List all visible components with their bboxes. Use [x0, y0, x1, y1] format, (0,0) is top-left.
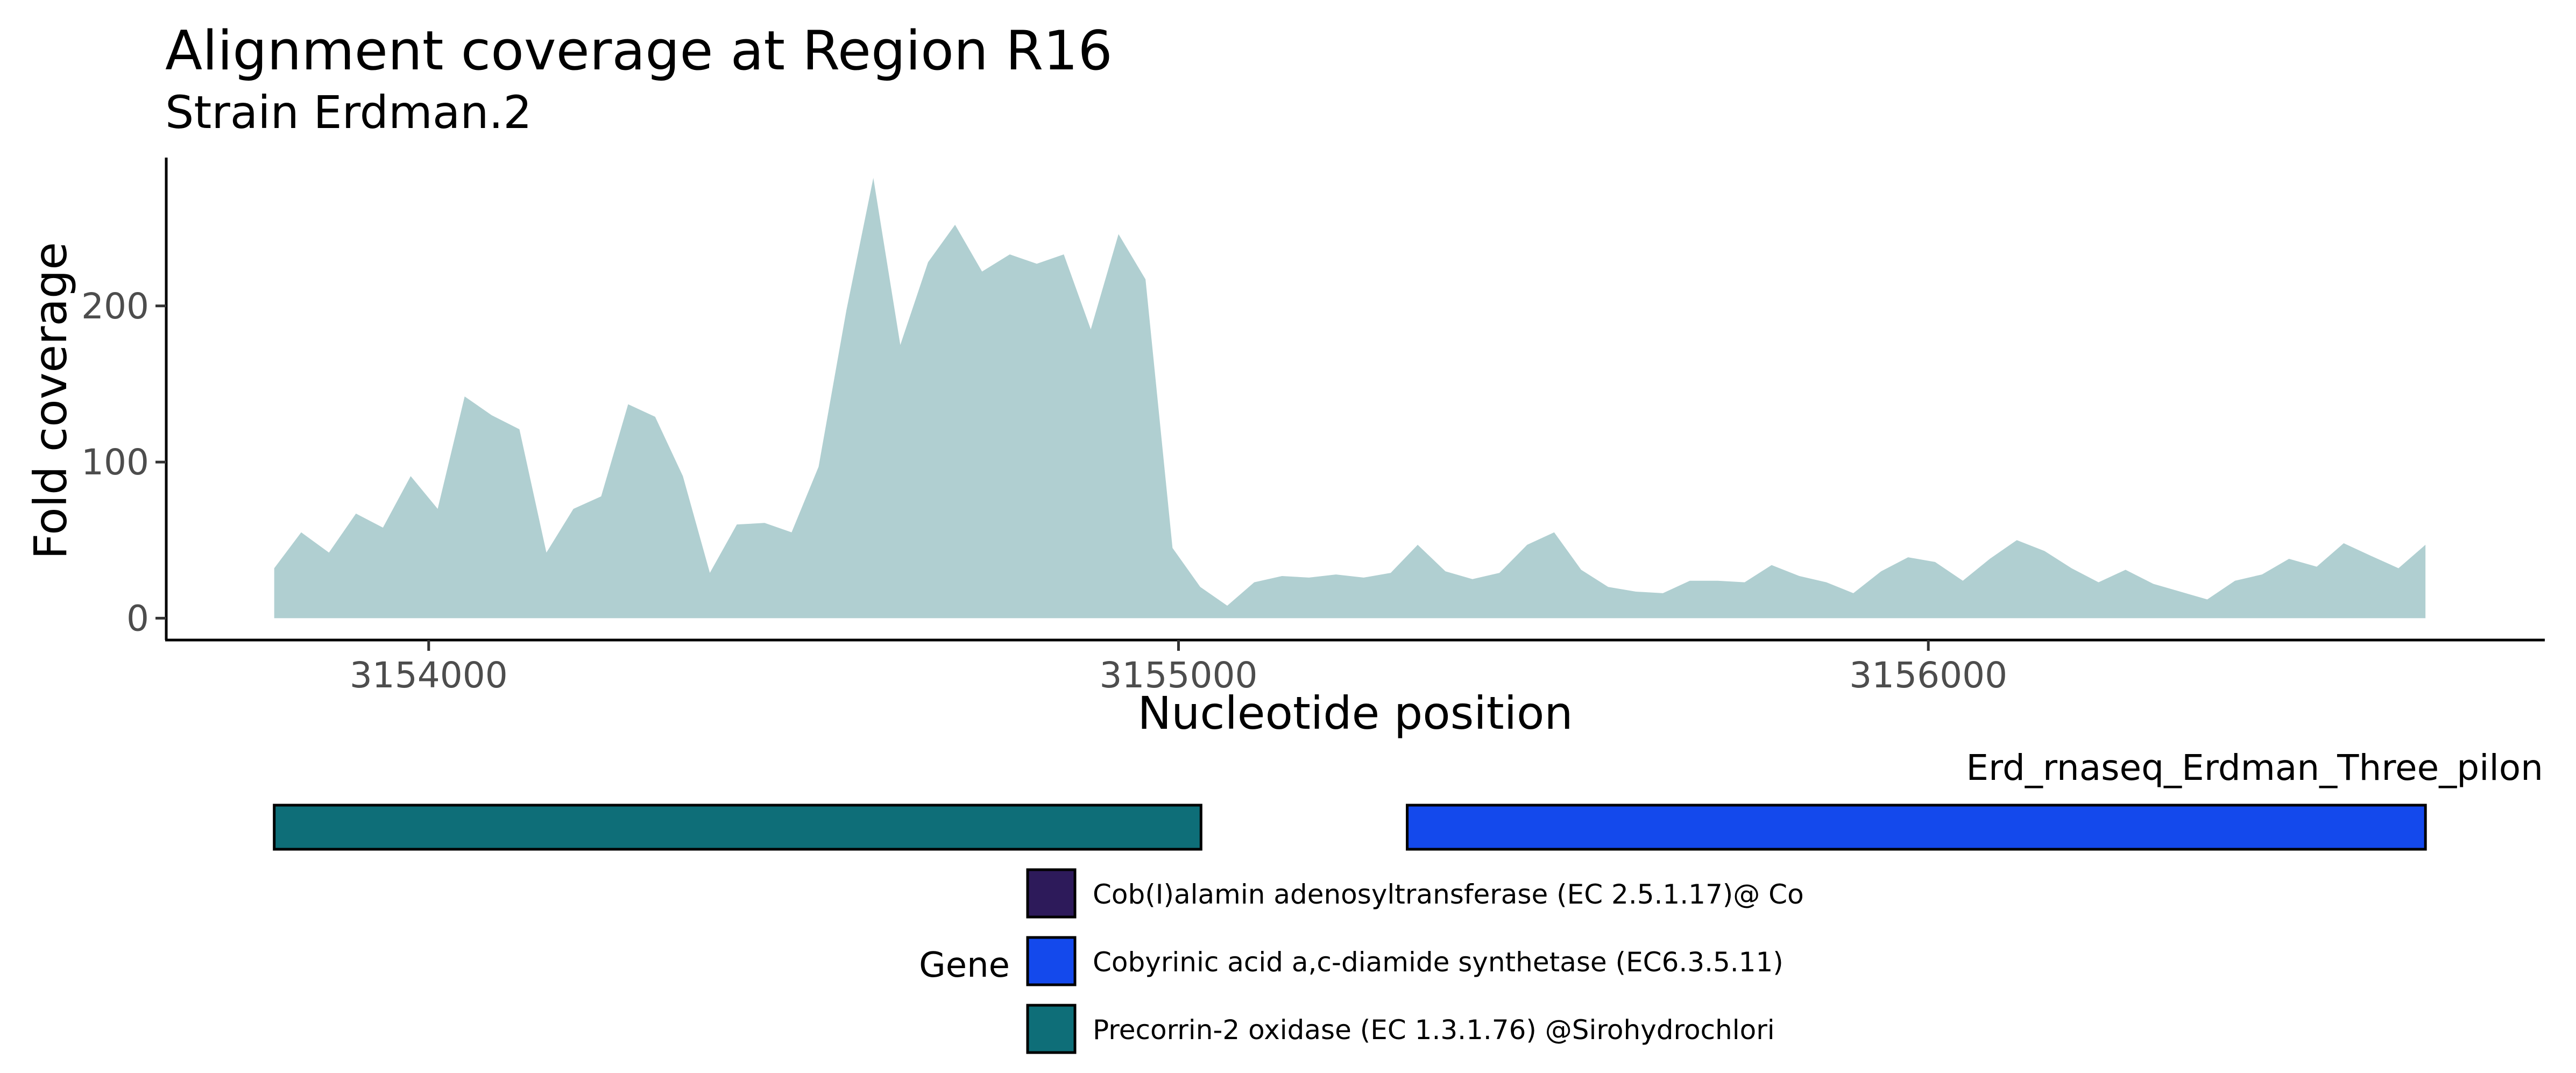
- legend-swatch: [1026, 868, 1077, 919]
- gene-track: [273, 804, 2427, 851]
- chart-subtitle: Strain Erdman.2: [165, 86, 532, 139]
- legend-swatch: [1026, 936, 1077, 986]
- chart-title: Alignment coverage at Region R16: [165, 19, 1113, 82]
- x-axis-ticks: 3154000 3155000 3156000: [350, 640, 2007, 696]
- gene-bar: [273, 804, 1202, 851]
- plot-area: 0 100 200 3154000 3155000 3156000: [81, 158, 2545, 696]
- gene-legend: Gene Cob(I)alamin adenosyltransferase (E…: [919, 868, 1804, 1054]
- legend-items: Cob(I)alamin adenosyltransferase (EC 2.5…: [1026, 868, 1804, 1054]
- x-tick-label: 3154000: [350, 655, 508, 696]
- coverage-area-series: [274, 177, 2426, 619]
- legend-swatch: [1026, 1004, 1077, 1054]
- y-tick-label: 100: [81, 442, 149, 483]
- y-tick-label: 0: [126, 598, 149, 639]
- gene-track-label: Erd_rnaseq_Erdman_Three_pilon: [1966, 747, 2543, 788]
- y-tick-label: 200: [81, 286, 149, 327]
- legend-label: Cob(I)alamin adenosyltransferase (EC 2.5…: [1093, 879, 1804, 910]
- legend-label: Cobyrinic acid a,c-diamide synthetase (E…: [1093, 947, 1784, 978]
- y-axis-ticks: 0 100 200: [81, 286, 166, 639]
- y-axis-label: Fold coverage: [24, 242, 77, 559]
- x-tick-label: 3155000: [1100, 655, 1258, 696]
- x-axis-label: Nucleotide position: [1137, 687, 1573, 740]
- x-tick-label: 3156000: [1849, 655, 2007, 696]
- legend-label: Precorrin-2 oxidase (EC 1.3.1.76) @Siroh…: [1093, 1014, 1775, 1046]
- gene-bar: [1406, 804, 2427, 851]
- legend-title: Gene: [919, 946, 1010, 985]
